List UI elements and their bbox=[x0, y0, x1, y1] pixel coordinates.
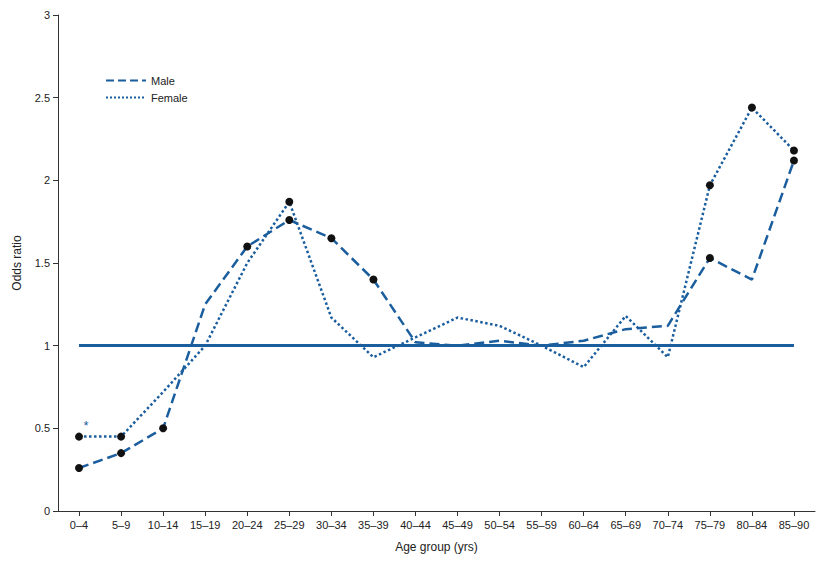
svg-text:40–44: 40–44 bbox=[400, 519, 431, 531]
svg-text:2.5: 2.5 bbox=[35, 92, 50, 104]
svg-text:25–29: 25–29 bbox=[274, 519, 305, 531]
svg-text:35–39: 35–39 bbox=[358, 519, 389, 531]
svg-text:Male: Male bbox=[151, 75, 175, 87]
svg-text:*: * bbox=[83, 418, 88, 433]
svg-text:80–84: 80–84 bbox=[737, 519, 768, 531]
svg-text:Age group (yrs): Age group (yrs) bbox=[395, 540, 478, 554]
svg-text:0.5: 0.5 bbox=[35, 422, 50, 434]
svg-text:85–90: 85–90 bbox=[779, 519, 810, 531]
svg-text:55–59: 55–59 bbox=[526, 519, 557, 531]
svg-text:Odds ratio: Odds ratio bbox=[10, 235, 24, 291]
svg-text:60–64: 60–64 bbox=[568, 519, 599, 531]
svg-text:5–9: 5–9 bbox=[112, 519, 130, 531]
svg-text:70–74: 70–74 bbox=[653, 519, 684, 531]
svg-text:1: 1 bbox=[44, 340, 50, 352]
svg-text:45–49: 45–49 bbox=[442, 519, 473, 531]
svg-text:15–19: 15–19 bbox=[190, 519, 221, 531]
svg-text:20–24: 20–24 bbox=[232, 519, 263, 531]
svg-text:0–4: 0–4 bbox=[70, 519, 88, 531]
svg-text:65–69: 65–69 bbox=[610, 519, 641, 531]
svg-text:1.5: 1.5 bbox=[35, 257, 50, 269]
svg-text:0: 0 bbox=[44, 505, 50, 517]
svg-text:75–79: 75–79 bbox=[695, 519, 726, 531]
svg-text:Female: Female bbox=[151, 92, 188, 104]
svg-text:10–14: 10–14 bbox=[148, 519, 179, 531]
svg-text:50–54: 50–54 bbox=[484, 519, 515, 531]
svg-text:2: 2 bbox=[44, 174, 50, 186]
svg-text:30–34: 30–34 bbox=[316, 519, 347, 531]
svg-text:3: 3 bbox=[44, 9, 50, 21]
